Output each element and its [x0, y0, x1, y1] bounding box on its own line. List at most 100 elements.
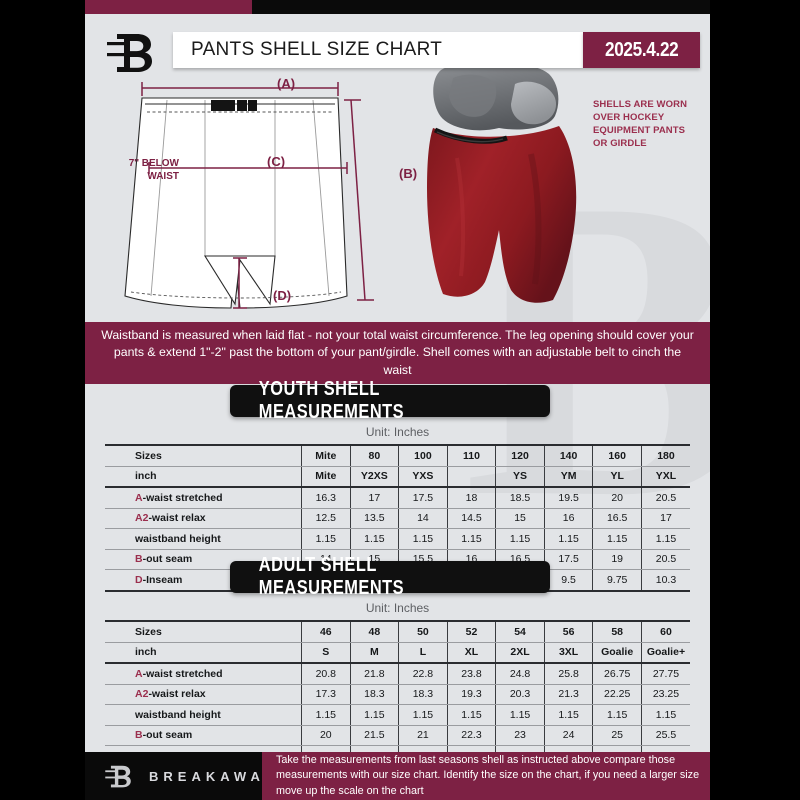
table-cell: 17.5	[398, 487, 448, 509]
table-cell: 18	[447, 487, 497, 509]
date-box: 2025.4.22	[583, 32, 700, 68]
youth-section-banner: YOUTH SHELL MEASUREMENTS	[230, 378, 550, 423]
row-label-prefix: B	[135, 553, 143, 566]
table-cell: 19	[592, 549, 642, 570]
table-row: B-out seam 20 21.5 21 22.3 23 24 25 25.5	[105, 725, 690, 746]
page-title: PANTS SHELL SIZE CHART	[191, 39, 443, 60]
row-label-cell: A-waist stretched	[105, 663, 302, 685]
table-cell: 56	[544, 620, 594, 643]
dimension-label-d: (D)	[273, 288, 292, 303]
table-cell: 1.15	[398, 528, 448, 550]
table-row: A2-waist relax 12.5 13.5 14 14.5 15 16 16.5 17	[105, 508, 690, 529]
row-label-prefix: D	[135, 750, 143, 752]
table-cell: 27.75	[641, 663, 690, 685]
table-cell: 25.8	[544, 663, 594, 685]
table-cell: 10.3	[641, 569, 690, 592]
footer-instructions: Take the measurements from last seasons …	[262, 752, 710, 800]
brand-name: BREAKAWAY	[149, 768, 278, 784]
table-cell: 20.8	[301, 663, 351, 685]
table-cell: 17.5	[544, 549, 594, 570]
table-cell: YXS	[398, 466, 448, 488]
table-cell: 23	[495, 725, 545, 746]
breakaway-b-logo-icon	[105, 765, 131, 788]
shorts-technical-drawing	[124, 82, 374, 309]
table-cell: 20.5	[641, 487, 690, 509]
table-cell: 12.5	[301, 508, 351, 529]
table-cell: 1.15	[350, 704, 400, 726]
title-box: PANTS SHELL SIZE CHART	[173, 32, 583, 68]
table-cell: 1.15	[301, 704, 351, 726]
youth-banner-label: YOUTH SHELL MEASUREMENTS	[258, 378, 405, 423]
table-cell: 20.3	[495, 684, 545, 705]
table-row: inch S M L XL 2XL 3XL Goalie Goalie+	[105, 642, 690, 664]
table-cell: 25.5	[641, 725, 690, 746]
table-cell: 22.3	[447, 725, 497, 746]
table-cell: 21.5	[350, 725, 400, 746]
adult-measurements-table: Sizes 46 48 50 52 54 56 58 60 inch S M L XL 2XL 3XL Goal…	[105, 620, 690, 752]
table-row: D-Inseam1111.311.31212.512.81313.25	[105, 745, 690, 752]
row-label-cell: A2-waist relax	[105, 684, 302, 705]
table-cell: 19.5	[544, 487, 594, 509]
dimension-label-b: (B)	[399, 166, 418, 181]
table-cell: Goalie+	[641, 642, 690, 664]
table-cell: 2XL	[495, 642, 545, 664]
table-cell: 20	[592, 487, 642, 509]
table-cell: 13.25	[641, 745, 690, 752]
row-label-prefix: A2	[135, 688, 149, 701]
table-cell: 50	[398, 620, 448, 643]
table-row: Sizes Mite 80 100 110 120 140 160 180	[105, 444, 690, 467]
top-maroon-strip	[85, 0, 252, 14]
table-cell: 1.15	[447, 704, 497, 726]
row-label-cell: inch	[105, 466, 302, 488]
table-cell: 22.8	[398, 663, 448, 685]
table-cell: 22.25	[592, 684, 642, 705]
table-cell: 23.25	[641, 684, 690, 705]
table-cell: 16.3	[301, 487, 351, 509]
table-cell: 9.75	[592, 569, 642, 592]
table-cell: 1.15	[592, 704, 642, 726]
date-label: 2025.4.22	[604, 38, 679, 61]
below-waist-note: 7'' BELOW WAIST	[128, 158, 179, 182]
table-cell: 18.3	[350, 684, 400, 705]
footer-instructions-text: Take the measurements from last seasons …	[276, 754, 700, 797]
table-cell: 48	[350, 620, 400, 643]
row-label-cell: A-waist stretched	[105, 487, 302, 509]
table-cell: 1.15	[495, 528, 545, 550]
hockey-pants-shell-photo	[427, 63, 577, 303]
table-cell: 60	[641, 620, 690, 643]
table-cell: 23.8	[447, 663, 497, 685]
youth-unit-label: Unit: Inches	[365, 425, 430, 439]
table-cell: 1.15	[301, 528, 351, 550]
table-cell: YM	[544, 466, 594, 488]
table-cell: YXL	[641, 466, 690, 488]
row-label-cell: inch	[105, 642, 302, 664]
row-label-prefix: A2	[135, 512, 149, 525]
table-cell: 120	[495, 444, 545, 467]
table-cell: 13.5	[350, 508, 400, 529]
table-cell: 12	[447, 745, 497, 752]
table-cell: 12.5	[495, 745, 545, 752]
table-cell: 24.8	[495, 663, 545, 685]
table-row: waistband height 1.15 1.15 1.15 1.15 1.15 1.15…	[105, 528, 690, 550]
table-cell: Mite	[301, 466, 351, 488]
table-row: waistband height 1.15 1.15 1.15 1.15 1.15 1.15…	[105, 704, 690, 726]
table-cell: 1.15	[544, 704, 594, 726]
table-cell: 14	[398, 508, 448, 529]
table-cell: 54	[495, 620, 545, 643]
table-cell: M	[350, 642, 400, 664]
table-cell: 46	[301, 620, 351, 643]
table-cell: Goalie	[592, 642, 642, 664]
table-cell: 26.75	[592, 663, 642, 685]
table-cell: YS	[495, 466, 545, 488]
row-label-cell: Sizes	[105, 444, 302, 467]
table-cell: 17.3	[301, 684, 351, 705]
breakaway-b-logo-icon	[107, 34, 152, 72]
table-cell: 25	[592, 725, 642, 746]
table-row: Sizes 46 48 50 52 54 56 58 60	[105, 620, 690, 643]
measurement-notice-text: Waistband is measured when laid flat - n…	[101, 327, 694, 377]
table-cell: 1.15	[544, 528, 594, 550]
table-cell: 21	[398, 725, 448, 746]
page-header: PANTS SHELL SIZE CHART 2025.4.22	[85, 32, 710, 72]
table-cell: 100	[398, 444, 448, 467]
